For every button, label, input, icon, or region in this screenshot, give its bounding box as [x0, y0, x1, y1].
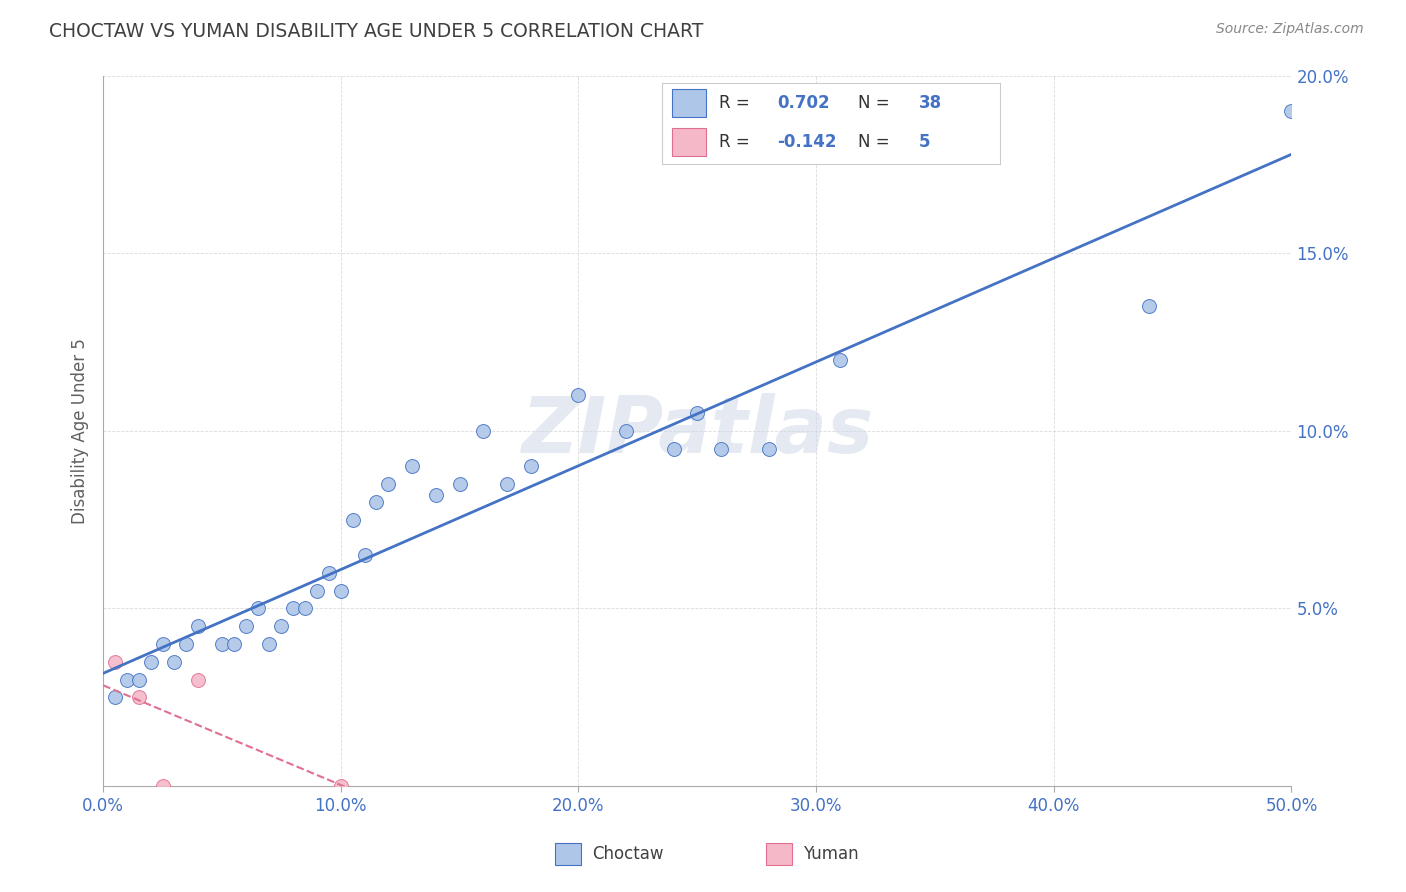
Text: Source: ZipAtlas.com: Source: ZipAtlas.com: [1216, 22, 1364, 37]
Point: [211, 637, 233, 651]
Point: [377, 477, 399, 491]
Point: [139, 655, 162, 669]
Point: [187, 619, 209, 633]
Point: [686, 406, 709, 420]
Point: [828, 352, 851, 367]
Point: [222, 637, 245, 651]
Point: [353, 548, 375, 562]
Point: [425, 488, 447, 502]
Point: [104, 655, 127, 669]
Point: [449, 477, 471, 491]
Text: Yuman: Yuman: [803, 845, 859, 863]
Point: [1137, 300, 1160, 314]
Point: [342, 513, 364, 527]
Point: [567, 388, 589, 402]
Point: [366, 495, 388, 509]
Point: [758, 442, 780, 456]
Text: CHOCTAW VS YUMAN DISABILITY AGE UNDER 5 CORRELATION CHART: CHOCTAW VS YUMAN DISABILITY AGE UNDER 5 …: [49, 22, 703, 41]
Point: [283, 601, 305, 615]
Point: [496, 477, 519, 491]
Point: [259, 637, 281, 651]
Point: [401, 459, 423, 474]
Point: [128, 673, 150, 687]
Point: [1281, 103, 1303, 118]
Point: [294, 601, 316, 615]
Text: ZIPatlas: ZIPatlas: [522, 392, 873, 469]
Point: [329, 779, 352, 793]
Point: [152, 637, 174, 651]
Point: [329, 583, 352, 598]
Point: [187, 673, 209, 687]
Text: Choctaw: Choctaw: [592, 845, 664, 863]
Point: [305, 583, 328, 598]
Point: [115, 673, 138, 687]
Point: [176, 637, 198, 651]
Point: [246, 601, 269, 615]
Y-axis label: Disability Age Under 5: Disability Age Under 5: [72, 338, 89, 524]
Point: [235, 619, 257, 633]
Point: [318, 566, 340, 580]
Point: [128, 690, 150, 705]
Point: [270, 619, 292, 633]
Point: [163, 655, 186, 669]
Point: [152, 779, 174, 793]
Point: [520, 459, 543, 474]
Point: [472, 424, 495, 438]
Point: [662, 442, 685, 456]
Point: [614, 424, 637, 438]
Point: [710, 442, 733, 456]
Point: [104, 690, 127, 705]
